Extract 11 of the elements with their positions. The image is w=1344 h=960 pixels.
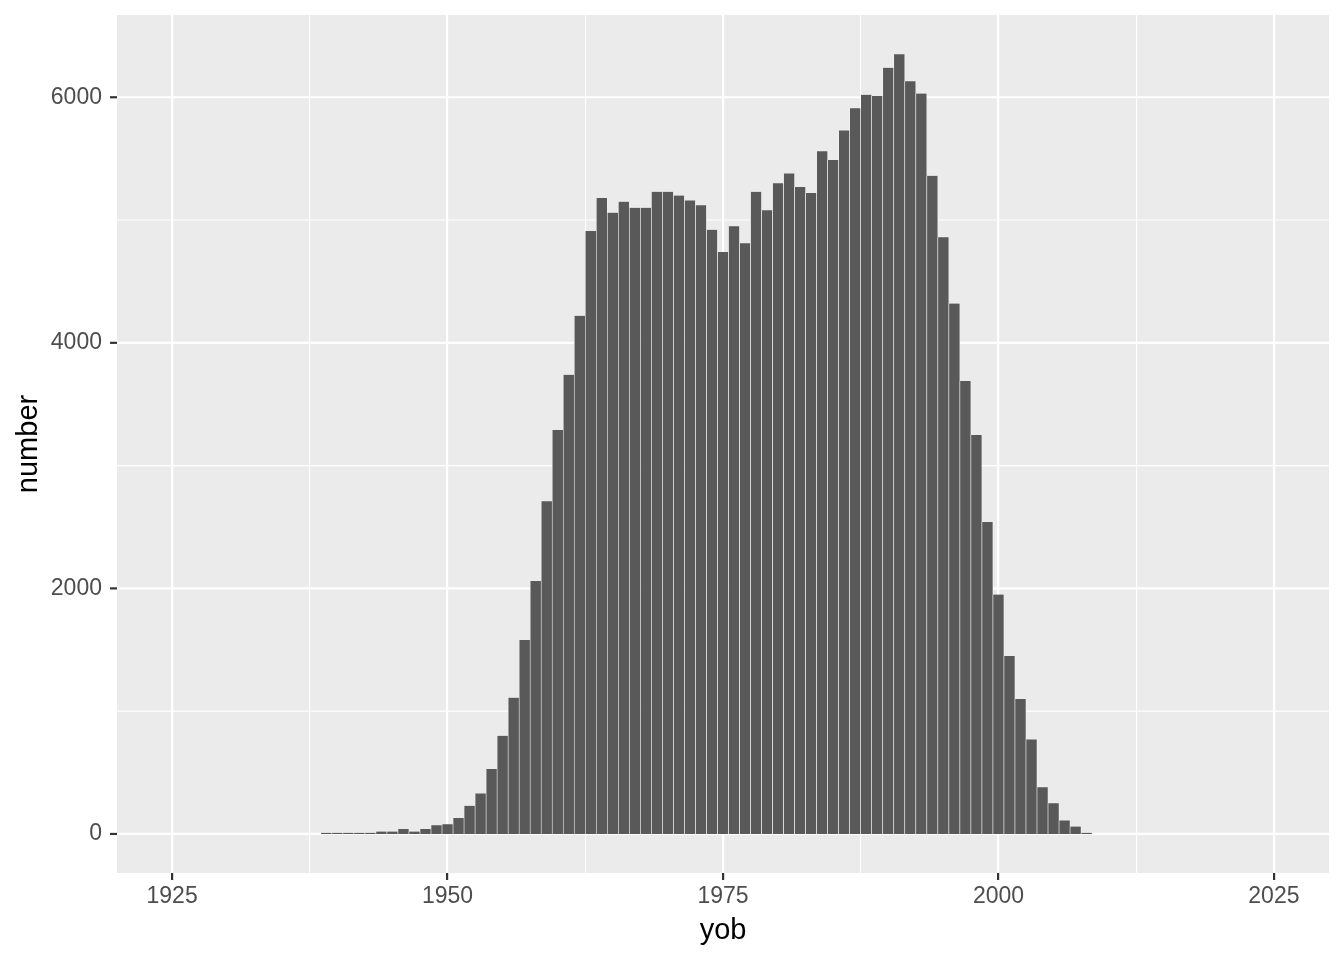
y-tick-label: 6000 (50, 82, 102, 109)
y-tick-label: 2000 (50, 573, 102, 600)
x-axis-title: yob (699, 912, 747, 945)
y-tick-label: 4000 (50, 328, 102, 355)
x-tick-label: 1950 (421, 882, 474, 909)
x-tick-label: 2000 (972, 882, 1025, 909)
y-axis-title: number (11, 394, 44, 494)
y-tick-label: 0 (89, 819, 102, 846)
x-tick-label: 2025 (1248, 882, 1300, 909)
x-tick-label: 1925 (146, 882, 198, 909)
x-tick-label: 1975 (697, 882, 749, 909)
